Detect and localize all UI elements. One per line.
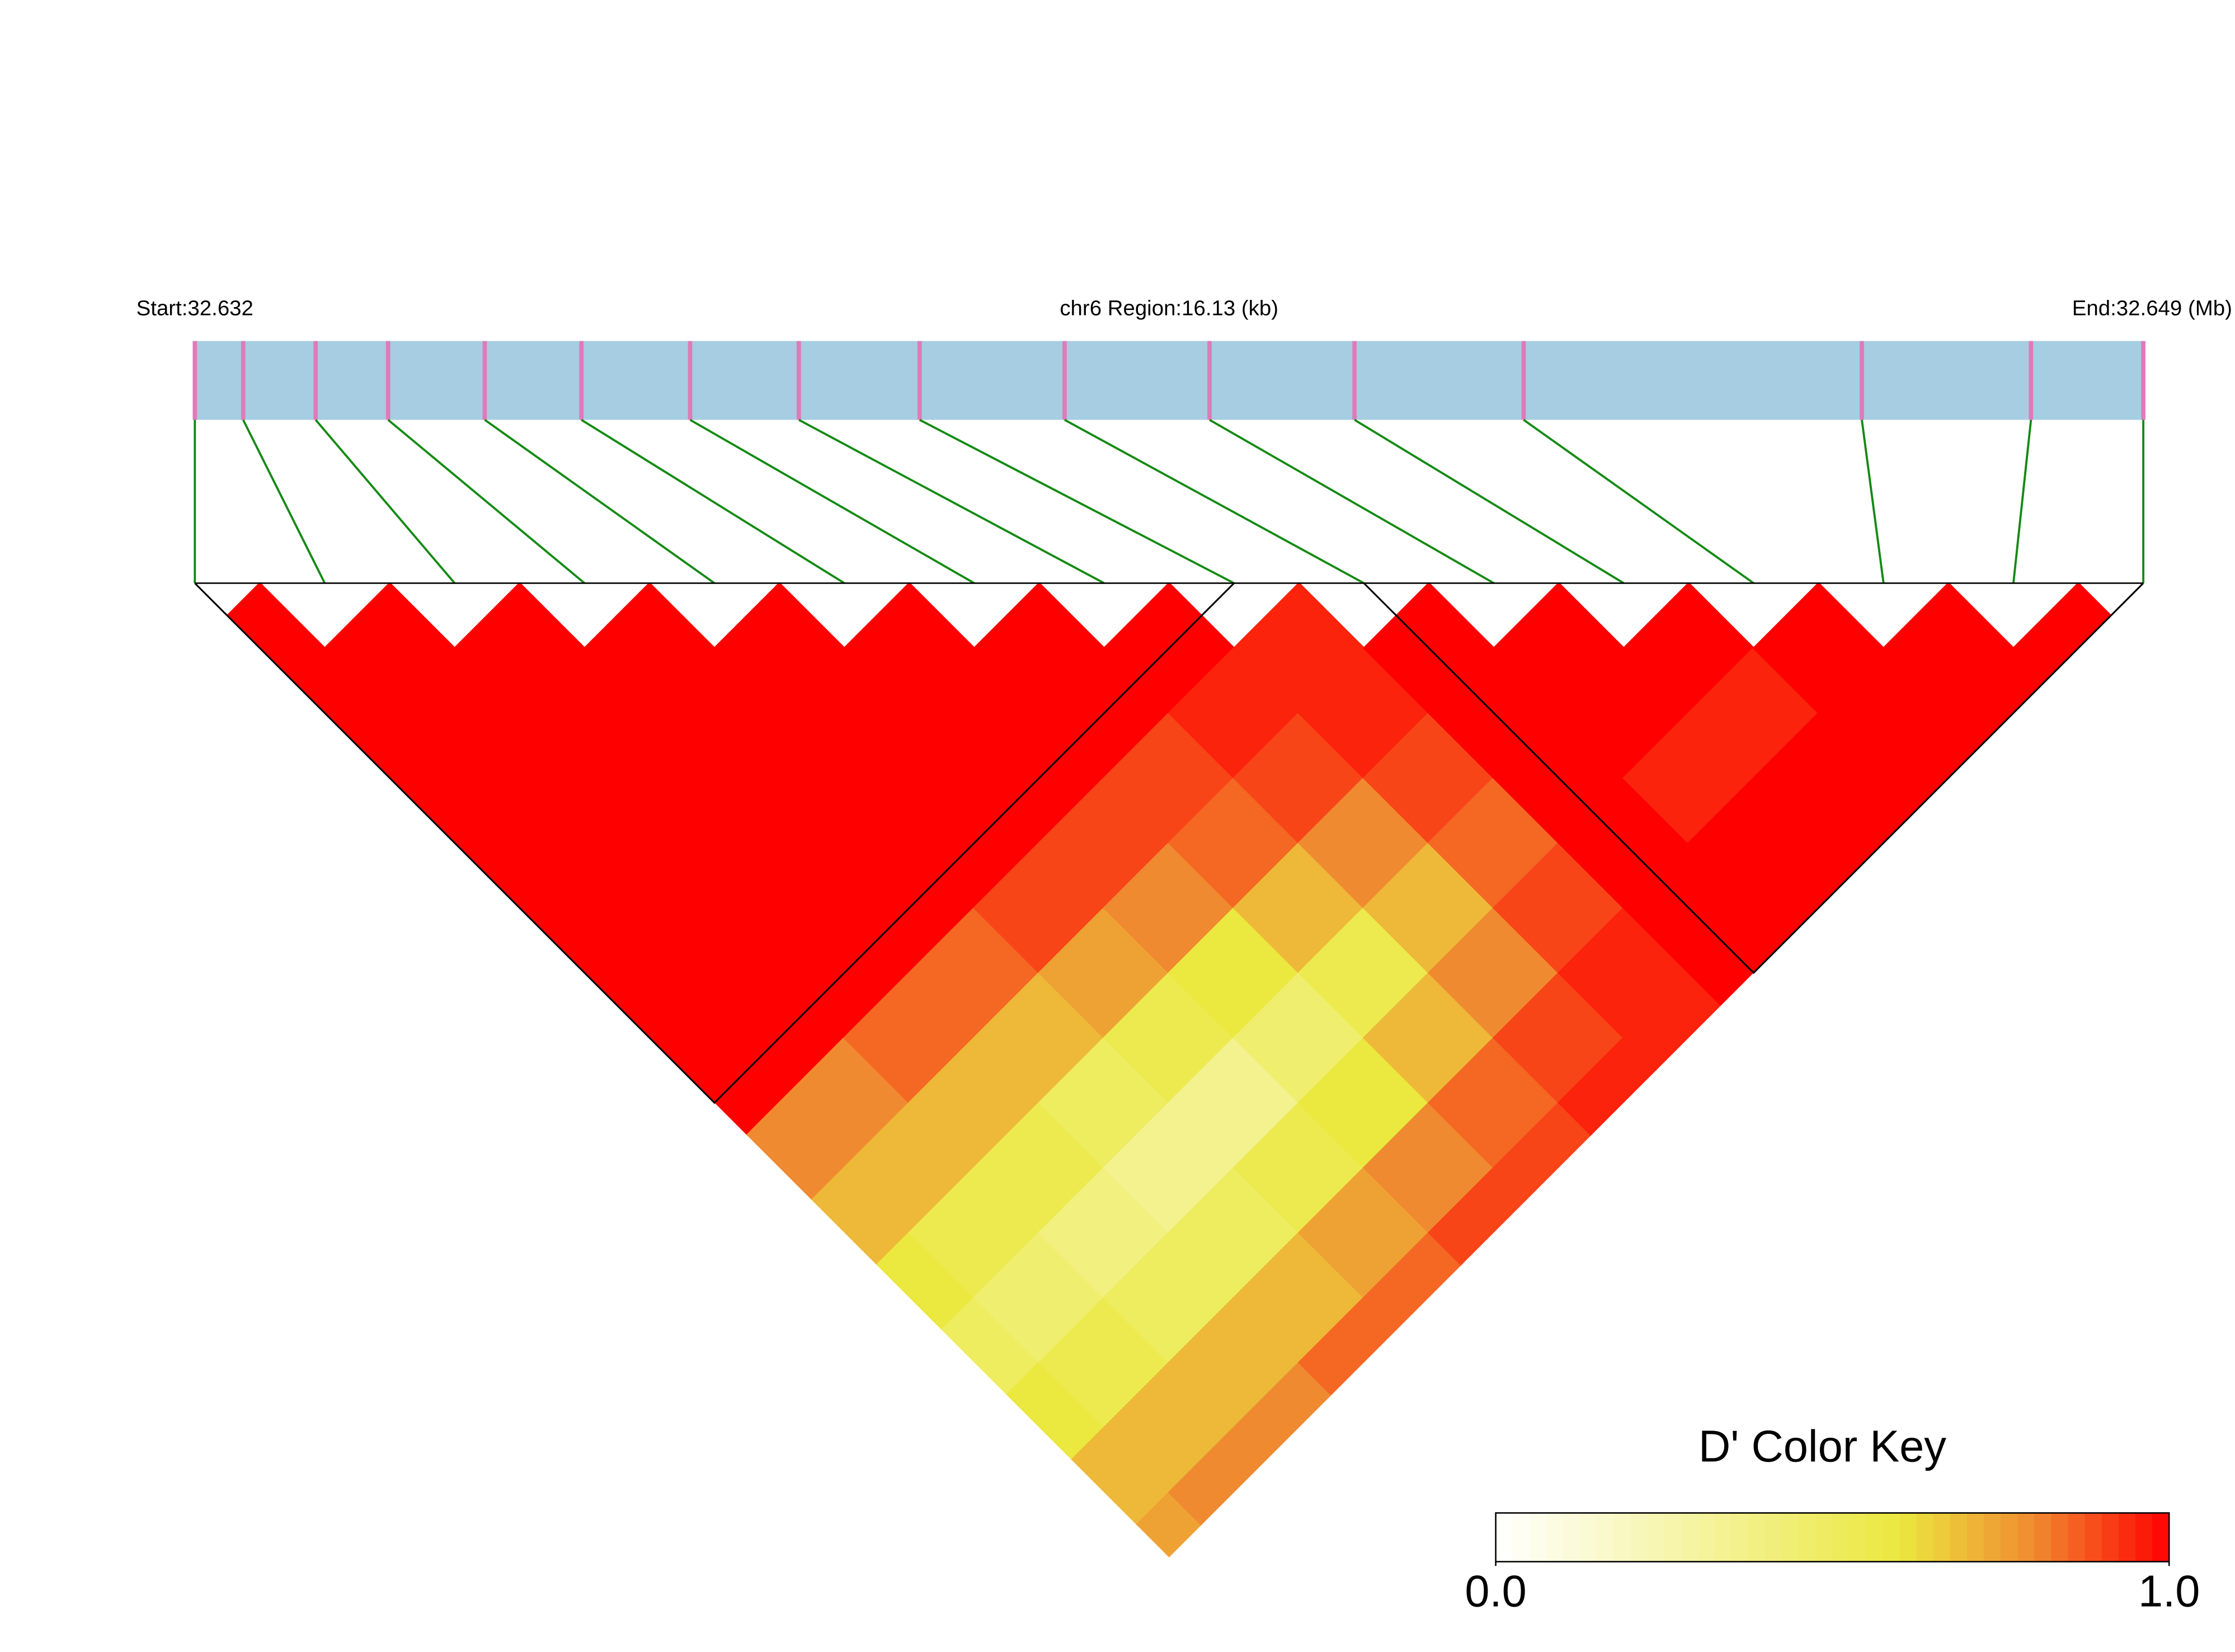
heatmap [195, 583, 2144, 1557]
color-key-step [1950, 1513, 1968, 1562]
color-key-step [1748, 1513, 1766, 1562]
color-key-step [2135, 1513, 2153, 1562]
snp-link [798, 418, 1105, 585]
color-key-step [1681, 1513, 1698, 1562]
color-key-step [1731, 1513, 1749, 1562]
color-key-step [2152, 1513, 2170, 1562]
color-key-step [2118, 1513, 2136, 1562]
snp-link [314, 419, 456, 584]
snp-link [1064, 418, 1364, 585]
color-key-step [2068, 1513, 2086, 1562]
snp-link [1209, 418, 1495, 585]
end-label: End:32.649 (Mb) [2072, 296, 2232, 320]
color-key-step [2017, 1513, 2035, 1562]
color-key-step [1832, 1513, 1850, 1562]
legend-title: D' Color Key [1698, 1422, 1946, 1471]
color-key-step [1815, 1513, 1833, 1562]
color-key-step [1916, 1513, 1934, 1562]
snp-link [689, 418, 975, 585]
snp-link [919, 418, 1235, 585]
snp-link [2012, 420, 2032, 583]
snp-link [242, 419, 326, 584]
color-key-step [2051, 1513, 2069, 1562]
color-key-step [1630, 1513, 1648, 1562]
color-key-step [1866, 1513, 1884, 1562]
color-key-step [1984, 1513, 2002, 1562]
color-key-step [1512, 1513, 1530, 1562]
color-key-step [1580, 1513, 1597, 1562]
color-key-step [1613, 1513, 1631, 1562]
snp-link [484, 418, 716, 584]
color-key-step [2101, 1513, 2119, 1562]
color-key-step [1849, 1513, 1867, 1562]
color-key-step [1529, 1513, 1547, 1562]
color-key-step [1765, 1513, 1782, 1562]
ld-block [1363, 582, 2144, 975]
snp-link [1523, 418, 1754, 584]
color-key-step [1899, 1513, 1917, 1562]
region-label: chr6 Region:16.13 (kb) [1060, 296, 1278, 320]
color-key-step [2085, 1513, 2102, 1562]
start-label: Start:32.632 [137, 296, 253, 320]
snp-link [1354, 418, 1625, 585]
color-key-step [1782, 1513, 1799, 1562]
color-key-step [1495, 1513, 1513, 1562]
color-key-step [1597, 1513, 1614, 1562]
color-key-step [1647, 1513, 1665, 1562]
snp-link [1861, 420, 1885, 583]
color-key-step [1799, 1513, 1817, 1562]
snp-link [387, 419, 586, 584]
color-key-step [2034, 1513, 2052, 1562]
color-key-step [1883, 1513, 1900, 1562]
color-key-step [1714, 1513, 1732, 1562]
color-key-step [2001, 1513, 2018, 1562]
color-key-tick-label: 1.0 [2138, 1566, 2200, 1616]
color-key-step [1546, 1513, 1564, 1562]
color-key-frame [1495, 1512, 2170, 1562]
snp-link [581, 418, 845, 585]
color-key-step [1967, 1513, 1984, 1562]
color-key-step [1697, 1513, 1715, 1562]
ld-block [194, 582, 1235, 1104]
color-key-step [1563, 1513, 1580, 1562]
color-key-step [1933, 1513, 1951, 1562]
snp-track [195, 341, 2144, 420]
color-key-step [1664, 1513, 1682, 1562]
color-key-tick-label: 0.0 [1465, 1566, 1526, 1616]
